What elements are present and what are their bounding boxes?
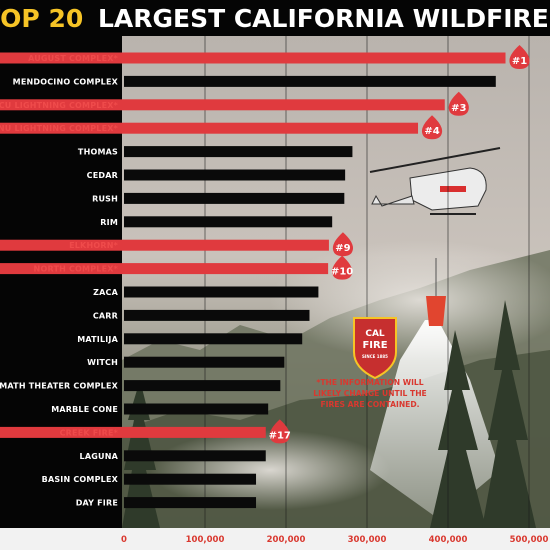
- highlight-label-band: [0, 122, 124, 134]
- category-label: BASIN COMPLEX: [42, 475, 119, 484]
- bar: [124, 333, 303, 345]
- logo-motto: SINCE 1885: [362, 354, 388, 359]
- highlight-label-band: [0, 99, 124, 111]
- category-labels: AUGUST COMPLEX* MENDOCINO COMPLEX SCU LIGH…: [0, 54, 119, 508]
- x-tick-label: 100,000: [186, 535, 225, 545]
- rank-badge: #10: [331, 255, 353, 280]
- bar: [124, 146, 353, 158]
- bar: [124, 403, 269, 415]
- flame-icon: [448, 91, 469, 116]
- category-label: CEDAR: [87, 171, 118, 180]
- bar: [124, 309, 310, 321]
- category-label: ELKHORN*: [69, 241, 119, 250]
- rank-badge: #17: [269, 419, 291, 444]
- bar: [124, 450, 266, 462]
- bar: [124, 497, 257, 509]
- x-tick-label: 500,000: [510, 535, 549, 545]
- label-panel: [0, 36, 122, 528]
- category-label: CREEK FIRE*: [60, 428, 119, 437]
- highlight-label-band: [0, 426, 124, 438]
- axis-strip: [0, 528, 550, 550]
- rank-badge: #1: [509, 45, 530, 69]
- x-tick-label: 300,000: [348, 535, 387, 545]
- category-label: MENDOCINO COMPLEX: [13, 77, 119, 86]
- bar: [124, 263, 329, 275]
- category-label: AUGUST COMPLEX*: [28, 54, 119, 63]
- category-label: MATILIJA: [77, 335, 118, 344]
- footnote-line-1: *THE INFORMATION WILL: [316, 378, 423, 387]
- footnote: *THE INFORMATION WILL LIKELY CHANGE UNTI…: [313, 378, 427, 409]
- chart-title: TOP 20 LARGEST CALIFORNIA WILDFIRES: [0, 4, 550, 33]
- rank-badge: #3: [448, 91, 469, 116]
- bar: [124, 122, 419, 134]
- category-label: WITCH: [87, 358, 118, 367]
- footnote-line-2: LIKELY CHANGE UNTIL THE: [313, 389, 427, 398]
- category-label: MARBLE CONE: [51, 405, 118, 414]
- rank-label: #9: [335, 243, 350, 254]
- rank-label: #4: [424, 126, 439, 137]
- bar: [124, 169, 346, 181]
- flame-icon: [421, 115, 443, 140]
- category-label: NORTH COMPLEX*: [34, 265, 119, 274]
- x-tick-label: 400,000: [429, 535, 468, 545]
- category-label: ZACA: [93, 288, 118, 297]
- bar: [124, 473, 257, 485]
- category-label: RIM: [100, 218, 118, 227]
- rank-badges: #1 #3 #4 #9 #10 #17: [269, 45, 530, 444]
- category-label: RUSH: [92, 194, 118, 203]
- x-axis-ticks: 0 100,000 200,000 300,000 400,000 500,000: [121, 535, 548, 545]
- logo-word-cal: CAL: [365, 329, 385, 339]
- x-tick-label: 0: [121, 535, 127, 545]
- rank-label: #10: [331, 267, 353, 278]
- category-label: DAY FIRE: [76, 499, 118, 508]
- footnote-line-3: FIRES ARE CONTAINED.: [320, 400, 419, 409]
- category-label: CARR: [93, 311, 118, 320]
- cal-fire-logo: CAL FIRE SINCE 1885: [353, 317, 397, 380]
- gridlines: [204, 36, 530, 528]
- rank-badge: #9: [332, 232, 354, 257]
- category-label: SCU LIGHTNING COMPLEX*: [0, 101, 119, 110]
- rank-label: #1: [512, 56, 527, 67]
- rank-label: #3: [451, 103, 466, 114]
- title-band: [0, 0, 550, 36]
- rank-badge: #4: [421, 115, 443, 140]
- category-label: THOMAS: [78, 148, 118, 157]
- bar: [124, 356, 285, 368]
- highlight-label-band: [0, 52, 124, 64]
- title-rest: LARGEST CALIFORNIA WILDFIRES: [98, 4, 550, 33]
- bar: [124, 99, 445, 111]
- rank-label: #17: [269, 430, 291, 441]
- bar: [124, 239, 329, 251]
- bars: [0, 52, 506, 509]
- bar: [124, 75, 496, 87]
- highlight-label-band: [0, 239, 124, 251]
- category-label: LAGUNA: [80, 452, 119, 461]
- logo-word-fire: FIRE: [362, 340, 387, 351]
- flame-icon: [332, 255, 353, 280]
- bar: [124, 192, 345, 204]
- highlight-label-band: [0, 263, 124, 275]
- bar: [124, 216, 333, 228]
- bar: [124, 52, 506, 64]
- bar: [124, 380, 281, 392]
- bar: [124, 286, 319, 298]
- title-prefix: TOP 20: [0, 4, 83, 33]
- flame-icon: [269, 419, 290, 444]
- category-label: KLAMATH THEATER COMPLEX: [0, 382, 119, 391]
- smoke-cloud: [150, 430, 390, 510]
- flame-icon: [509, 45, 530, 69]
- category-label: LNU LIGHTNING COMPLEX*: [0, 124, 119, 133]
- water-bucket-icon: [426, 296, 446, 326]
- bar: [124, 426, 266, 438]
- x-tick-label: 200,000: [267, 535, 306, 545]
- flame-icon: [332, 232, 354, 257]
